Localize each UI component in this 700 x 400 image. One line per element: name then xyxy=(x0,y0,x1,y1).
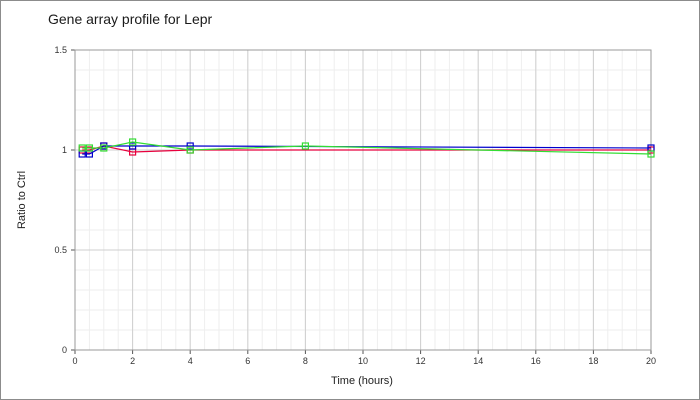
plot-area-border xyxy=(74,49,652,351)
axes xyxy=(71,49,652,354)
data-point xyxy=(186,142,194,150)
x-tick-label: 20 xyxy=(646,356,656,366)
x-tick-label: 12 xyxy=(416,356,426,366)
series-3 xyxy=(78,138,655,158)
data-point xyxy=(78,144,86,152)
data-point xyxy=(85,144,94,152)
x-axis-label: Time (hours) xyxy=(331,375,393,387)
series-line xyxy=(82,141,652,155)
x-tick-label: 16 xyxy=(531,356,541,366)
x-tick-label: 4 xyxy=(188,356,193,366)
x-tick-label: 2 xyxy=(130,356,135,366)
y-tick-label: 0 xyxy=(62,345,67,355)
x-tick-label: 14 xyxy=(473,356,483,366)
y-axis-label: Ratio to Ctrl xyxy=(16,171,28,229)
tick-labels: 0 2 4 6 8 10 12 14 16 18 20 0 0.5 1 1.5 xyxy=(54,45,656,366)
x-tick-label: 10 xyxy=(358,356,368,366)
x-tick-label: 0 xyxy=(72,356,77,366)
series-line xyxy=(82,145,652,155)
series-line xyxy=(82,145,651,153)
chart-title: Gene array profile for Lepr xyxy=(48,11,213,27)
data-point xyxy=(129,138,137,146)
y-tick-label: 0.5 xyxy=(54,245,67,255)
y-tick-label: 1 xyxy=(62,145,67,155)
x-tick-label: 6 xyxy=(245,356,250,366)
series-2 xyxy=(78,142,655,158)
data-point xyxy=(100,144,108,152)
y-tick-label: 1.5 xyxy=(54,45,67,55)
data-point xyxy=(647,150,655,158)
series-layer xyxy=(78,138,655,158)
data-point xyxy=(301,142,309,150)
data-point xyxy=(129,142,137,150)
data-point xyxy=(186,146,194,154)
x-tick-label: 18 xyxy=(588,356,598,366)
series-1 xyxy=(78,142,655,156)
x-tick-label: 8 xyxy=(303,356,308,366)
